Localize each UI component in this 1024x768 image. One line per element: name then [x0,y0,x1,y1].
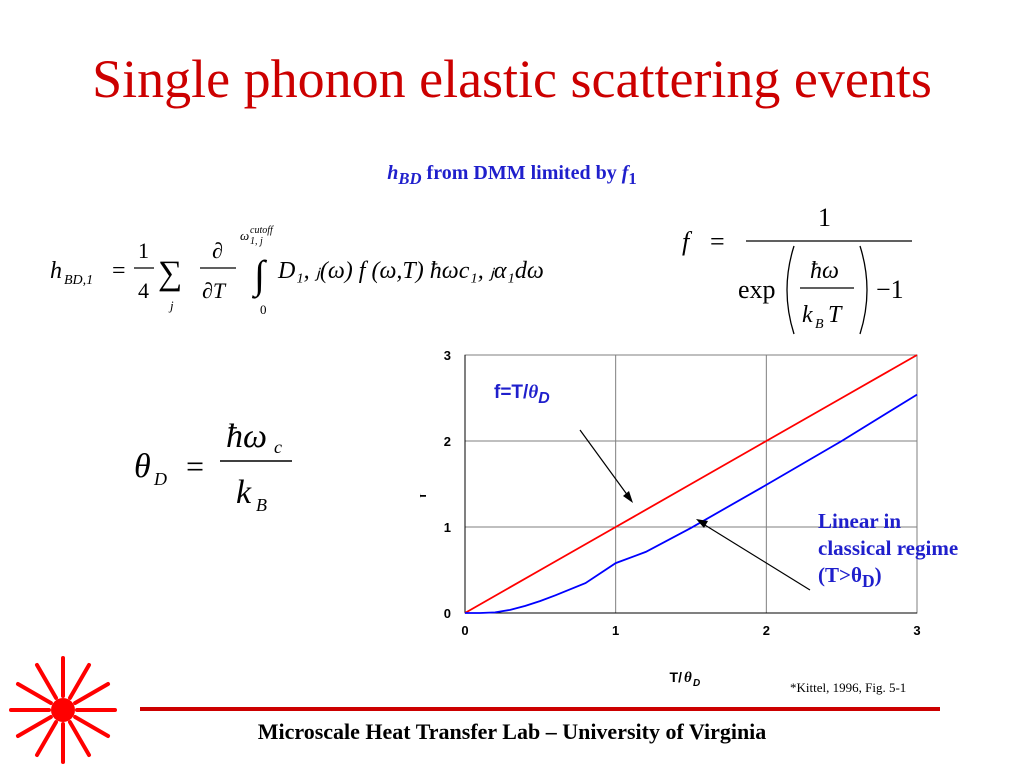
f-inner-den: k [802,302,813,328]
integral-lower: 0 [260,302,267,317]
hbd-lhs: h [50,258,62,284]
linear-line-3-post: ) [874,562,882,587]
logo-ray [68,662,91,700]
y-axis-label: f [420,493,429,498]
sum-index: j [168,298,174,313]
ft-label: f=T/ [494,382,529,403]
hbd-frac-num: 1 [138,238,149,263]
footer-divider [140,707,940,711]
logo-ray [73,715,111,738]
integral-symbol: ∫ [251,252,268,299]
linear-arrowhead [696,519,708,528]
hbd-frac-den: 4 [138,278,149,303]
f-inner-den-sub: B [815,317,824,332]
subtitle-h: h [387,162,399,184]
logo-ray [15,715,53,738]
theta-den-sub: B [256,495,267,515]
theta-den: k [236,474,252,511]
x-tick-label: 3 [913,623,920,638]
linear-line-1: Linear in [818,509,902,533]
y-tick-label: 0 [444,606,451,621]
theta-lhs-sub: D [153,469,167,489]
linear-line-2: classical regime [818,535,959,560]
logo-ray [15,682,53,705]
theta-lhs: θ [134,448,151,485]
slide-subtitle: hBD from DMM limited by f1 [0,162,1024,189]
y-tick-label: 3 [444,348,451,363]
linear-line-3-sub: D [861,570,875,591]
x-tick-label: 2 [763,623,770,638]
partial-num: ∂ [212,238,223,263]
lab-logo [9,656,117,764]
f-equation: f = 1 exp ħω k B T −1 [682,203,912,335]
integral-upper-sub: 1, j [250,236,263,247]
logo-ray [73,682,111,705]
partial-den: ∂T [202,278,227,303]
y-tick-label: 1 [444,520,451,535]
citation: *Kittel, 1996, Fig. 5-1 [790,680,907,695]
footer-text: Microscale Heat Transfer Lab – Universit… [257,719,767,744]
theta-num-sub: c [274,437,282,457]
y-tick-label: 2 [444,434,451,449]
subtitle-h-sub: BD [398,169,422,188]
hbd-lhs-sub: BD,1 [64,273,93,288]
x-tick-label: 1 [612,623,619,638]
integral-upper-sup: cutoff [250,225,274,236]
ft-annotation: f=T/θD [494,382,550,408]
sum-symbol: ∑ [158,255,182,292]
subtitle-mid: from DMM limited by [421,162,622,184]
x-axis-label: T/ [670,669,683,685]
logo-ray [68,720,91,758]
linear-line-3: (T>θD) [818,562,958,593]
x-axis-sub: D [693,678,700,689]
hbd-equation: h BD,1 = 1 4 ∑ j ∂ ∂T ∫ ω cutoff 1, j 0 … [50,225,544,317]
ft-theta: θ [528,382,539,403]
f-den-exp: exp [738,275,776,304]
f-equals: = [710,227,725,256]
logo-ray [35,720,58,758]
f-num: 1 [818,203,831,232]
f-den-minus: −1 [876,275,904,304]
series-line-1 [464,354,918,614]
linear-line-3-pre: (T>θ [818,562,862,587]
ft-arrow [579,429,632,501]
integrand: D₁, ⱼ(ω) f (ω,T) ħωc₁, ⱼα₁dω [277,258,544,284]
f-inner-num: ħω [810,258,839,284]
subtitle-f-sub: 1 [628,169,637,188]
integral-upper: ω [240,228,249,243]
subtitle-f: f [621,162,629,184]
phonon-chart: 0 1 2 3 0 1 2 3 T/ θ D f [420,348,921,689]
theta-equals: = [186,448,204,484]
theta-num: ħω [226,418,267,455]
f-lhs: f [682,227,693,256]
x-tick-label: 0 [461,623,468,638]
hbd-equals: = [112,258,126,284]
x-axis-theta: θ [684,670,692,686]
ft-arrowhead [623,491,633,503]
theta-equation: θ D = ħω c k B [134,418,292,515]
logo-ray [35,662,58,700]
ft-theta-sub: D [538,389,550,407]
slide-title: Single phonon elastic scattering events [92,49,932,109]
linear-arrow [699,521,811,591]
linear-annotation: Linear in classical regime (T>θD) [818,508,958,592]
f-inner-den-t: T [828,302,843,328]
series-line-2 [465,393,918,614]
